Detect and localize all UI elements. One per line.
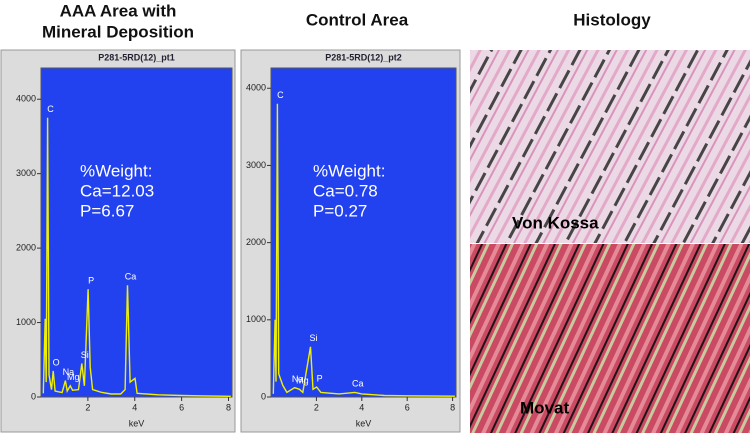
y-tick-label: 1000	[16, 317, 36, 327]
x-tick-label: 2	[85, 402, 90, 412]
histology-heading: Histology	[573, 10, 651, 29]
plot-area	[40, 67, 233, 398]
spectrum-line	[272, 103, 455, 397]
annotation: Ca=12.03	[80, 181, 154, 200]
x-tick-label: 6	[405, 402, 410, 412]
y-tick-label: 2000	[246, 237, 266, 247]
annotation: P=0.27	[313, 201, 367, 220]
peak-label: P	[317, 373, 323, 383]
peak-label: Na	[292, 374, 304, 384]
spectrum-line	[42, 117, 231, 397]
peak-label: C	[277, 90, 284, 100]
peak-label: Mg	[67, 372, 80, 382]
column-heading: Mineral Deposition	[42, 22, 194, 41]
y-tick-label: 1000	[246, 314, 266, 324]
y-tick-label: 3000	[246, 160, 266, 170]
y-tick-label: 0	[31, 391, 36, 401]
x-tick-label: 2	[314, 402, 319, 412]
peak-label: C	[47, 104, 54, 114]
y-tick-label: 3000	[16, 168, 36, 178]
x-axis-label: keV	[356, 418, 372, 428]
chart-title: P281-5RD(12)_pt2	[325, 52, 402, 62]
x-tick-label: 6	[179, 402, 184, 412]
x-tick-label: 4	[359, 402, 364, 412]
stain-label: Movat	[520, 398, 569, 417]
plot-area	[270, 67, 457, 398]
stain-label: Von Kossa	[512, 213, 599, 232]
y-tick-label: 4000	[16, 94, 36, 104]
y-tick-label: 4000	[246, 83, 266, 93]
annotation: Ca=0.78	[313, 181, 378, 200]
x-tick-label: 4	[132, 402, 137, 412]
peak-label: Na	[63, 367, 75, 377]
x-axis-label: keV	[129, 418, 145, 428]
peak-label: Si	[309, 333, 317, 343]
movat-image	[470, 244, 750, 433]
annotation: P=6.67	[80, 201, 134, 220]
peak-label: Ca	[125, 272, 137, 282]
column-heading: Control Area	[306, 10, 409, 29]
spectrum-chart: Control Area P281-5RD(12)_pt2 0 1000 2000 300…	[240, 10, 461, 433]
peak-label: Ca	[352, 379, 364, 389]
peak-label: Si	[81, 350, 89, 360]
annotation: %Weight:	[80, 161, 152, 180]
y-tick-label: 2000	[16, 242, 36, 252]
peak-label: P	[88, 275, 94, 285]
histology: Histology Von Kossa Movat	[470, 10, 750, 433]
peak-label: Mg	[296, 376, 309, 386]
x-tick-label: 8	[450, 402, 455, 412]
von-kossa-image	[470, 50, 750, 243]
spectrum-chart: AAA Area with Mineral Deposition P281-5RD(…	[0, 1, 236, 433]
chart-title: P281-5RD(12)_pt1	[98, 52, 175, 62]
peak-label: O	[53, 357, 60, 367]
y-tick-label: 0	[261, 391, 266, 401]
x-tick-label: 8	[226, 402, 231, 412]
column-heading: AAA Area with	[60, 1, 177, 20]
annotation: %Weight:	[313, 161, 385, 180]
